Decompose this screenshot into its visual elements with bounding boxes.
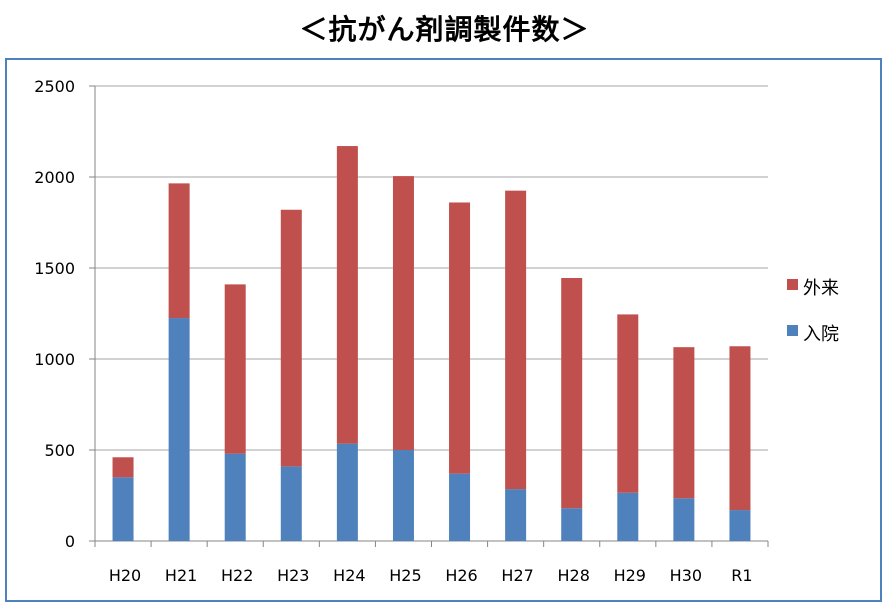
legend-label: 入院 bbox=[803, 324, 839, 345]
bar-inpatient bbox=[280, 466, 302, 541]
bar-outpatient bbox=[449, 202, 471, 474]
bar-inpatient bbox=[561, 508, 583, 541]
bar-inpatient bbox=[617, 492, 639, 541]
bar-outpatient bbox=[392, 176, 414, 450]
x-tick-label: H22 bbox=[221, 566, 253, 585]
y-tick-label: 2500 bbox=[34, 77, 75, 96]
bar-inpatient bbox=[224, 453, 246, 541]
bar-inpatient bbox=[505, 489, 527, 541]
bar-outpatient bbox=[336, 146, 358, 444]
legend-label: 外来 bbox=[803, 278, 839, 299]
x-tick-label: R1 bbox=[731, 566, 752, 585]
x-tick-label: H25 bbox=[389, 566, 421, 585]
bar-outpatient bbox=[168, 183, 190, 319]
bar-inpatient bbox=[336, 443, 358, 541]
chart-title: ＜抗がん剤調製件数＞ bbox=[299, 13, 590, 46]
bar-outpatient bbox=[561, 278, 583, 509]
x-tick-label: H29 bbox=[614, 566, 646, 585]
x-tick-label: H23 bbox=[277, 566, 309, 585]
y-tick-label: 500 bbox=[44, 441, 75, 460]
x-tick-label: H20 bbox=[109, 566, 141, 585]
x-tick-label: H27 bbox=[501, 566, 533, 585]
bar-outpatient bbox=[617, 314, 639, 493]
x-tick-label: H30 bbox=[670, 566, 702, 585]
x-tick-label: H24 bbox=[333, 566, 365, 585]
bar-inpatient bbox=[673, 498, 695, 541]
chart-frame bbox=[5, 58, 882, 602]
bar-outpatient bbox=[280, 209, 302, 467]
bar-inpatient bbox=[112, 477, 134, 541]
bar-inpatient bbox=[168, 318, 190, 541]
bar-inpatient bbox=[729, 510, 751, 541]
y-tick-label: 0 bbox=[65, 532, 75, 551]
x-tick-label: H21 bbox=[165, 566, 197, 585]
bar-outpatient bbox=[224, 284, 246, 454]
bar-inpatient bbox=[449, 473, 471, 541]
bar-outpatient bbox=[729, 346, 751, 511]
x-tick-label: H26 bbox=[445, 566, 477, 585]
bar-outpatient bbox=[112, 457, 134, 478]
bar-outpatient bbox=[505, 190, 527, 490]
bar-outpatient bbox=[673, 347, 695, 499]
y-tick-label: 1000 bbox=[34, 350, 75, 369]
legend-swatch bbox=[787, 279, 798, 290]
y-tick-label: 2000 bbox=[34, 168, 75, 187]
x-tick-label: H28 bbox=[558, 566, 590, 585]
legend-swatch bbox=[787, 325, 798, 336]
bar-inpatient bbox=[392, 450, 414, 541]
y-tick-label: 1500 bbox=[34, 259, 75, 278]
